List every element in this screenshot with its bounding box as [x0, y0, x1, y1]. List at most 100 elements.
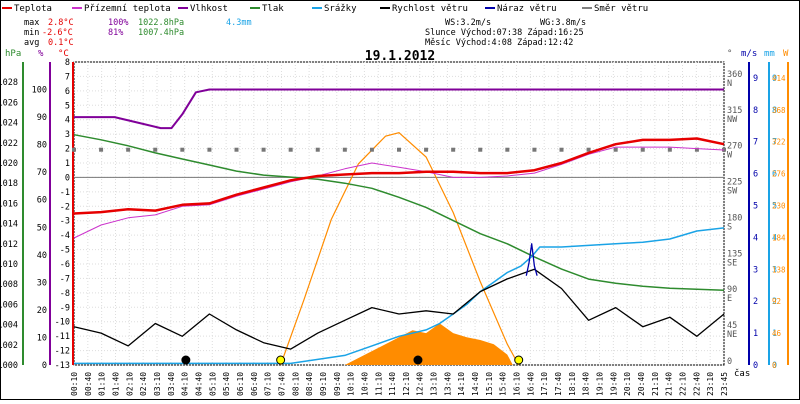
x-tick-label: 02:10: [125, 372, 134, 396]
axis-tick-label-ms: 3: [753, 265, 758, 275]
axis-tick-label-wm2: 276: [772, 170, 786, 179]
x-tick-label: 19:10: [596, 372, 605, 396]
direction-tick-compass: NE: [727, 330, 737, 340]
wind-direction-point: [532, 147, 537, 152]
axis-tick-label-ms: 7: [753, 138, 758, 148]
temperature-line: [73, 137, 725, 215]
legend-label: Náraz větru: [497, 4, 557, 14]
x-tick-label: 01:10: [98, 372, 107, 396]
axis-tick-label: 90: [37, 113, 47, 123]
wind-direction-point: [505, 147, 510, 152]
axis-tick-label-mm: 5: [772, 202, 777, 212]
axis-tick-label: 1016: [0, 199, 18, 209]
axis-tick-label: 100: [32, 86, 47, 96]
axis-tick-label: 0: [65, 173, 70, 183]
axis-tick-label: -4: [60, 231, 70, 241]
wind-speed-stat: WS:3.2m/s: [445, 18, 491, 28]
x-tick-label: 04:40: [194, 372, 203, 396]
x-tick-label: 22:10: [679, 372, 688, 396]
x-tick-label: 15:10: [485, 372, 494, 396]
wind-direction-point: [207, 147, 212, 152]
axis-tick-label: 1012: [0, 240, 18, 250]
axis-tick-label-wm2: 322: [772, 138, 786, 147]
x-tick-label: 13:40: [443, 372, 452, 396]
direction-tick-degrees: 0: [727, 357, 732, 367]
axis-tick-label: 2: [65, 145, 70, 155]
axis-tick-label-ms: 8: [753, 106, 758, 116]
axis-tick-label: 20: [37, 306, 47, 316]
precipitation-line: [74, 227, 725, 365]
axis-tick-label: -13: [55, 361, 70, 371]
legend-label: Vlhkost: [190, 4, 228, 14]
sunrise-marker: [276, 355, 286, 365]
stat-value: 1022.8hPa: [138, 18, 184, 28]
stat-value: max: [24, 18, 39, 28]
axis-tick-label-mm: 1: [772, 329, 777, 339]
wind-gust-line: [525, 243, 538, 276]
wind-direction-point: [153, 147, 158, 152]
axis-tick-label: 40: [37, 251, 47, 261]
axis-tick-label-ms: 0: [753, 361, 758, 371]
x-tick-label: 16:40: [526, 372, 535, 396]
x-tick-label: 09:10: [319, 372, 328, 396]
axis-tick-label: 10: [37, 333, 47, 343]
direction-tick-degrees: 360: [727, 70, 742, 80]
direction-tick-degrees: 90: [727, 285, 737, 295]
legend-label: Rychlost větru: [392, 4, 468, 14]
axis-tick-label-mm: 9: [772, 74, 777, 84]
axis-tick-label-mm: 8: [772, 106, 777, 116]
direction-tick-degrees: 270: [727, 142, 742, 152]
axis-tick-label-mm: 0: [772, 361, 777, 371]
direction-tick-compass: S: [727, 222, 732, 232]
axis-tick-label-ms: 5: [753, 202, 758, 212]
x-tick-label: 01:40: [111, 372, 120, 396]
axis-tick-label: 30: [37, 278, 47, 288]
x-tick-label: 22:40: [692, 372, 701, 396]
x-tick-label: 20:40: [637, 372, 646, 396]
axis-tick-label: 50: [37, 223, 47, 233]
wind-direction-point: [586, 147, 591, 152]
wind-direction-point: [478, 147, 483, 152]
axis-tick-label: -7: [60, 274, 70, 284]
axis-tick-label: 0: [42, 361, 47, 371]
x-tick-label: 23:45: [720, 372, 729, 396]
wind-direction-point: [315, 147, 320, 152]
wind-direction-point: [397, 147, 401, 152]
axis-tick-label: 8: [65, 58, 70, 68]
wind-direction-point: [369, 147, 374, 152]
theoretical-radiation-line: [280, 132, 520, 366]
x-tick-label: 05:40: [222, 372, 231, 396]
axis-tick-label: 1000: [0, 361, 18, 371]
x-tick-label: 12:40: [416, 372, 425, 396]
axis-tick-label: 1026: [0, 98, 18, 108]
wind-direction-point: [261, 147, 266, 152]
axis-tick-label: 70: [37, 168, 47, 178]
direction-tick-degrees: 180: [727, 213, 742, 223]
axis-label-percent: %: [38, 49, 44, 59]
moonset-marker: [413, 355, 423, 365]
x-tick-label: 18:40: [582, 372, 591, 396]
x-tick-label: 06:10: [236, 372, 245, 396]
axis-tick-label-mm: 6: [772, 170, 777, 180]
axis-tick-label: 1010: [0, 260, 18, 270]
x-tick-label: 10:10: [347, 372, 356, 396]
axis-tick-label-wm2: 92: [772, 297, 781, 306]
axis-tick-label: 60: [37, 196, 47, 206]
stat-value: -2.6°C: [42, 28, 73, 38]
wind-direction-point: [342, 147, 347, 152]
direction-tick-degrees: 135: [727, 249, 742, 259]
axis-tick-label-wm2: 414: [772, 74, 786, 83]
axis-tick-label-ms: 9: [753, 74, 758, 84]
x-tick-label: 21:40: [665, 372, 674, 396]
x-axis-label: čas: [734, 368, 750, 379]
x-tick-label: 00:10: [70, 372, 79, 396]
wind-direction-point: [451, 147, 456, 152]
wind-speed-line: [73, 268, 725, 350]
direction-tick-degrees: 45: [727, 321, 737, 331]
axis-label-degrees: °: [727, 49, 732, 59]
sun-times: Slunce Východ:07:38 Západ:16:25: [425, 28, 584, 38]
x-tick-label: 07:40: [277, 372, 286, 396]
x-tick-label: 19:40: [609, 372, 618, 396]
